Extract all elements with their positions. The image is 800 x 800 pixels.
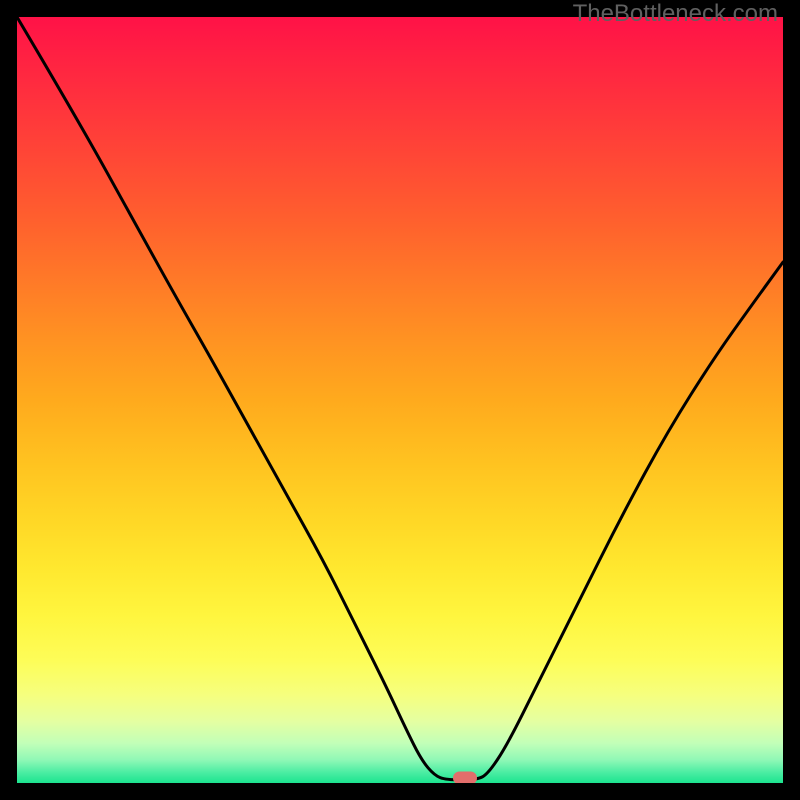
watermark-text: TheBottleneck.com: [573, 0, 778, 28]
frame-border-left: [0, 0, 17, 800]
chart-frame: TheBottleneck.com: [0, 0, 800, 800]
frame-border-bottom: [0, 783, 800, 800]
curve-path: [17, 17, 783, 780]
frame-border-right: [783, 0, 800, 800]
bottleneck-curve: [17, 17, 783, 783]
optimal-point-marker: [453, 771, 477, 783]
plot-area: [17, 17, 783, 783]
